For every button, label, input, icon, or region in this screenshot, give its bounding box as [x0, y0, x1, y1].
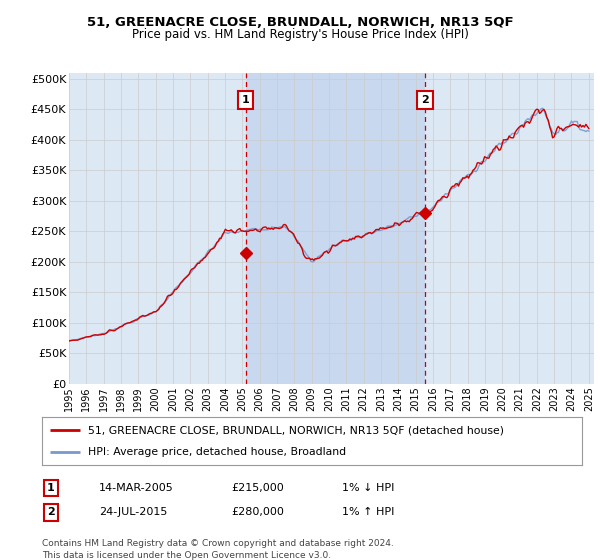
Text: 1: 1 [242, 95, 250, 105]
Text: £215,000: £215,000 [231, 483, 284, 493]
Text: Price paid vs. HM Land Registry's House Price Index (HPI): Price paid vs. HM Land Registry's House … [131, 28, 469, 41]
Text: HPI: Average price, detached house, Broadland: HPI: Average price, detached house, Broa… [88, 447, 346, 457]
Text: 1: 1 [47, 483, 55, 493]
Text: 2: 2 [421, 95, 429, 105]
Text: 51, GREENACRE CLOSE, BRUNDALL, NORWICH, NR13 5QF (detached house): 51, GREENACRE CLOSE, BRUNDALL, NORWICH, … [88, 425, 504, 435]
Bar [246, 73, 425, 384]
Text: Contains HM Land Registry data © Crown copyright and database right 2024.
This d: Contains HM Land Registry data © Crown c… [42, 539, 394, 560]
Text: 1% ↓ HPI: 1% ↓ HPI [342, 483, 394, 493]
Text: 2: 2 [47, 507, 55, 517]
Text: 14-MAR-2005: 14-MAR-2005 [99, 483, 174, 493]
Text: 1% ↑ HPI: 1% ↑ HPI [342, 507, 394, 517]
Text: 51, GREENACRE CLOSE, BRUNDALL, NORWICH, NR13 5QF: 51, GREENACRE CLOSE, BRUNDALL, NORWICH, … [86, 16, 514, 29]
Text: £280,000: £280,000 [231, 507, 284, 517]
Text: 24-JUL-2015: 24-JUL-2015 [99, 507, 167, 517]
